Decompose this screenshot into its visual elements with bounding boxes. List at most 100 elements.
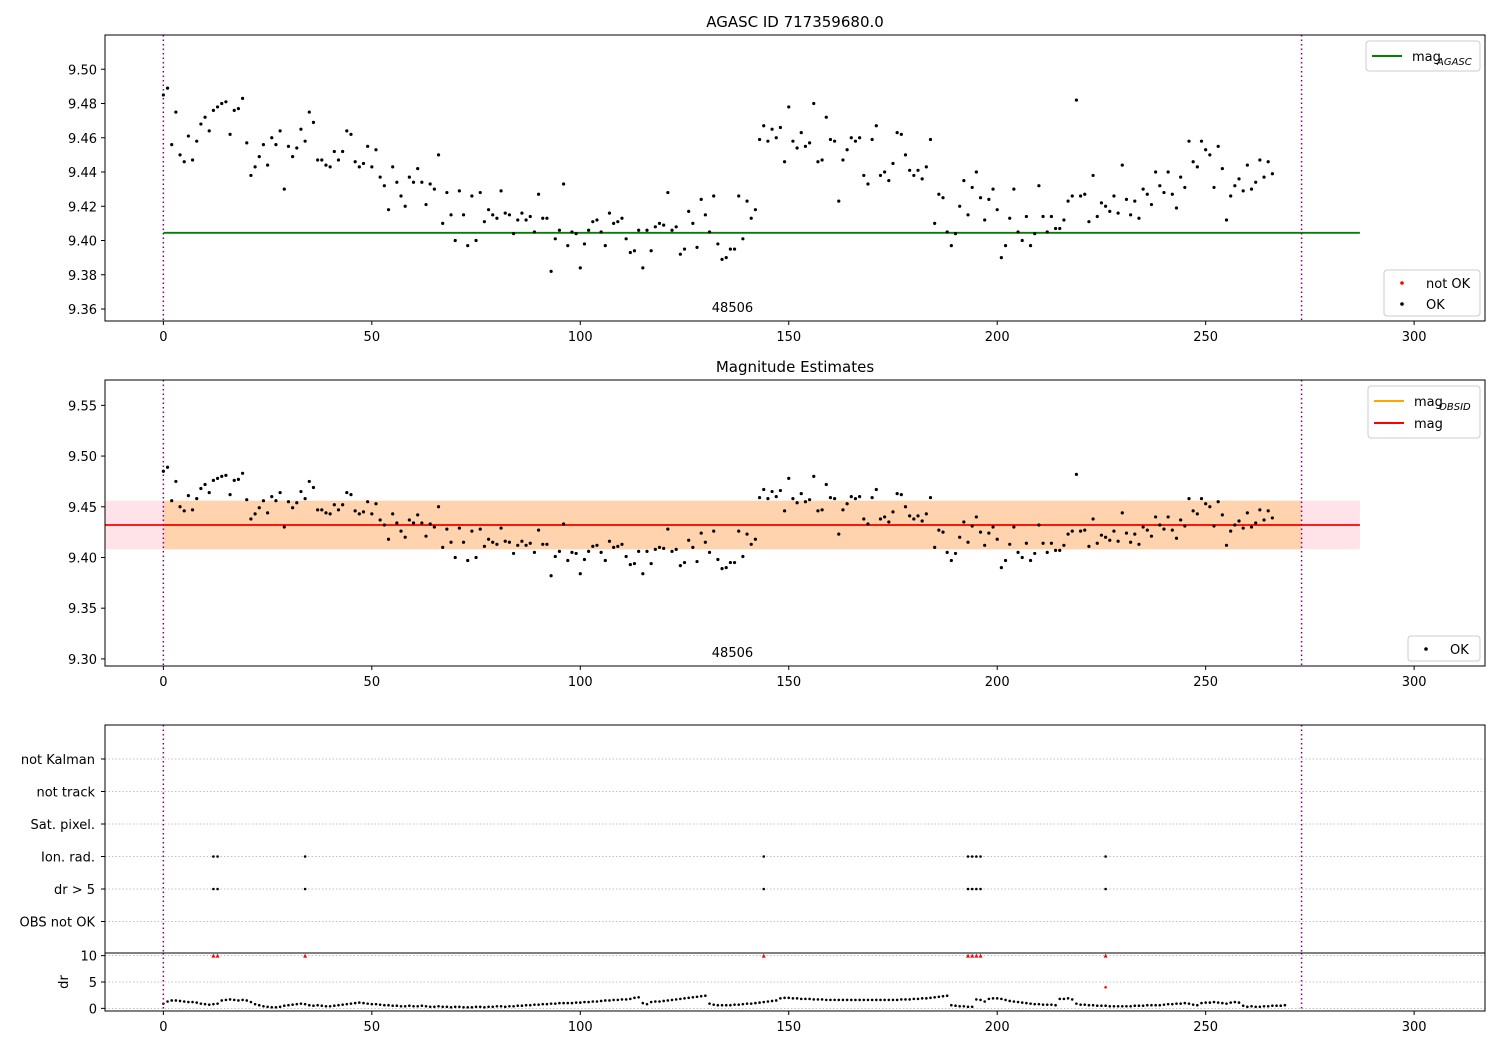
mag-point-ok bbox=[1133, 532, 1137, 536]
y-tick-label: 9.40 bbox=[68, 235, 97, 250]
dr-point bbox=[1221, 1001, 1224, 1005]
dr-point bbox=[1029, 1002, 1032, 1005]
mag-point-ok bbox=[441, 545, 445, 549]
mag-point-ok bbox=[1070, 529, 1074, 533]
mag-point-ok bbox=[186, 494, 190, 498]
legend-box-points bbox=[1407, 635, 1481, 662]
mag-point-ok bbox=[478, 190, 482, 195]
dr-point bbox=[553, 1002, 557, 1005]
mag-point-ok bbox=[1170, 192, 1174, 196]
x-tick-label: 50 bbox=[364, 1020, 381, 1035]
mag-point-ok bbox=[1229, 529, 1233, 533]
mag-point-ok bbox=[257, 506, 261, 510]
mag-point-ok bbox=[499, 189, 503, 193]
dr-point bbox=[837, 998, 841, 1002]
mag-point-ok bbox=[716, 557, 720, 562]
mag-point-ok bbox=[1183, 524, 1187, 528]
dr-point bbox=[645, 1002, 649, 1006]
dr-point bbox=[795, 997, 799, 1000]
flag-point bbox=[216, 855, 219, 858]
mag-point-ok bbox=[1233, 523, 1237, 527]
dr-point bbox=[620, 998, 624, 1001]
legend-point-swatch bbox=[1424, 647, 1428, 651]
dr-point bbox=[278, 1005, 282, 1009]
mag-point-ok bbox=[670, 549, 674, 553]
dr-point bbox=[1166, 1002, 1170, 1006]
dr-point bbox=[962, 1004, 966, 1008]
mag-point-ok bbox=[1016, 550, 1020, 555]
mag-point-ok bbox=[953, 232, 958, 236]
mag-point-ok bbox=[574, 232, 578, 236]
mag-point-ok bbox=[1245, 511, 1249, 515]
mag-point-ok bbox=[332, 503, 336, 507]
mag-point-ok bbox=[1083, 192, 1087, 196]
legend-label: mag bbox=[1412, 50, 1441, 65]
mag-point-ok bbox=[1033, 551, 1037, 556]
dr-point bbox=[1158, 1003, 1162, 1007]
mag-point-ok bbox=[286, 500, 291, 504]
mag-point-ok bbox=[812, 474, 816, 478]
mag-point-ok bbox=[649, 561, 653, 566]
dr-point bbox=[975, 998, 978, 1001]
mag-point-ok bbox=[920, 177, 924, 181]
mag-point-ok bbox=[370, 165, 374, 169]
mag-point-ok bbox=[983, 543, 987, 547]
dr-point bbox=[1083, 1003, 1087, 1006]
dr-point bbox=[1254, 1005, 1257, 1009]
mag-point-ok bbox=[361, 161, 366, 166]
mag-point-ok bbox=[374, 148, 378, 152]
dr-point bbox=[1150, 1003, 1153, 1007]
dr-point bbox=[328, 1004, 332, 1008]
dr-point bbox=[1058, 997, 1062, 1001]
mag-point-ok bbox=[737, 194, 741, 198]
dr-point bbox=[624, 998, 628, 1001]
dr-point bbox=[1075, 1002, 1078, 1005]
dr-point bbox=[295, 1002, 299, 1006]
mag-point-ok bbox=[870, 496, 874, 500]
mag-point-ok bbox=[353, 509, 357, 513]
flag-row-label: OBS not OK bbox=[20, 916, 96, 931]
mag-point-ok bbox=[903, 505, 908, 509]
mag-point-ok bbox=[1129, 213, 1133, 217]
flag-row-label: Ion. rad. bbox=[41, 851, 95, 866]
chart-title: Magnitude Estimates bbox=[716, 358, 874, 376]
mag-point-ok bbox=[445, 527, 449, 531]
mag-point-ok bbox=[232, 478, 236, 483]
mag-point-ok bbox=[1095, 541, 1099, 545]
mag-point-ok bbox=[1116, 539, 1120, 543]
x-tick-label: 50 bbox=[364, 330, 381, 345]
mag-point-ok bbox=[703, 540, 707, 544]
mag-point-ok bbox=[366, 500, 370, 504]
dr-point bbox=[391, 1004, 394, 1008]
dr-point bbox=[870, 998, 874, 1002]
mag-point-ok bbox=[320, 158, 324, 162]
dr-point bbox=[1171, 1002, 1174, 1006]
mag-point-ok bbox=[1020, 555, 1024, 560]
mag-point-ok bbox=[470, 194, 474, 198]
dr-point bbox=[1095, 1004, 1099, 1008]
mag-point-ok bbox=[916, 168, 920, 172]
dr-point bbox=[1033, 1002, 1037, 1006]
dr-point bbox=[849, 998, 853, 1002]
dr-point bbox=[470, 1006, 474, 1009]
mag-point-ok bbox=[474, 238, 478, 243]
mag-point-ok bbox=[536, 192, 541, 196]
mag-point-ok bbox=[1120, 163, 1124, 167]
mag-point-ok bbox=[782, 160, 787, 164]
dr-point bbox=[537, 1003, 540, 1006]
mag-point-ok bbox=[958, 535, 962, 539]
axes-frame-1 bbox=[104, 379, 1486, 667]
mag-point-ok bbox=[503, 539, 507, 543]
dr-point bbox=[604, 999, 607, 1002]
mag-point-ok bbox=[491, 213, 495, 217]
mag-point-ok bbox=[528, 214, 532, 219]
dr-point bbox=[699, 994, 703, 998]
dr-point bbox=[445, 1005, 449, 1009]
mag-point-ok bbox=[741, 554, 745, 559]
dr-point bbox=[787, 996, 791, 1000]
mag-point-ok bbox=[361, 510, 366, 514]
dr-point bbox=[745, 1002, 749, 1005]
y-tick-label: 9.50 bbox=[68, 450, 97, 465]
mag-point-ok bbox=[449, 213, 453, 217]
mag-point-ok bbox=[161, 93, 165, 97]
